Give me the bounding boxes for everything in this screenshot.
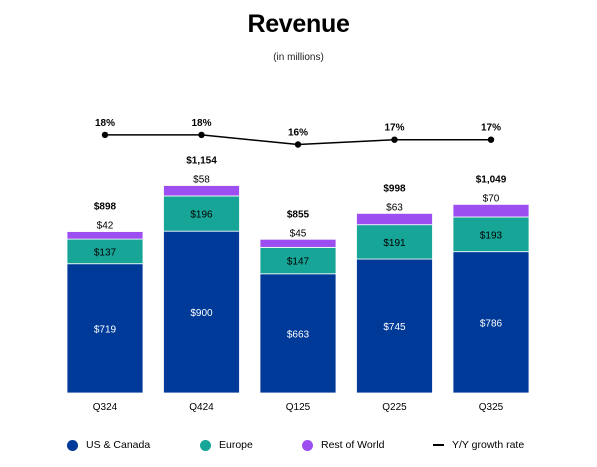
data-label-us-canada-q225: $745 <box>383 322 406 333</box>
category-label-q325: Q325 <box>479 402 504 413</box>
total-label-q125: $855 <box>287 209 310 220</box>
chart-legend: US & Canada Europe Rest of World Y/Y gro… <box>0 439 597 455</box>
bar-us-canada-q324 <box>66 263 144 394</box>
total-label-q225: $998 <box>383 183 406 194</box>
data-label-europe-q324: $137 <box>94 247 117 258</box>
data-label-rest-of-world-q324: $42 <box>97 221 114 232</box>
growth-point-q424 <box>198 131 205 139</box>
bar-us-canada-q325 <box>452 251 530 394</box>
bar-europe-q324 <box>66 238 144 265</box>
growth-point-q324 <box>101 131 109 139</box>
growth-label-q125: 16% <box>288 128 308 139</box>
data-label-us-canada-q324: $719 <box>94 324 117 335</box>
bar-rest-of-world-q125 <box>259 238 337 248</box>
growth-label-q324: 18% <box>95 118 115 129</box>
growth-point-q125 <box>294 141 302 148</box>
chart-title: Revenue <box>247 10 350 38</box>
legend-label-growth-rate: Y/Y growth rate <box>452 439 525 451</box>
bar-rest-of-world-q325 <box>452 203 530 218</box>
data-label-rest-of-world-q325: $70 <box>483 193 500 204</box>
category-label-q424: Q424 <box>189 402 214 413</box>
legend-item-growth-rate: Y/Y growth rate <box>433 439 524 451</box>
data-label-europe-q225: $191 <box>383 238 406 249</box>
legend-item-us-canada: US & Canada <box>67 439 150 451</box>
data-label-europe-q325: $193 <box>480 230 503 241</box>
data-label-us-canada-q325: $786 <box>480 318 503 329</box>
bar-europe-q325 <box>452 216 530 253</box>
growth-label-q225: 17% <box>384 123 404 134</box>
data-label-rest-of-world-q424: $58 <box>193 175 210 186</box>
growth-point-q225 <box>391 136 398 143</box>
legend-swatch-us-canada <box>67 439 78 451</box>
data-label-us-canada-q125: $663 <box>287 329 310 340</box>
total-label-q325: $1,049 <box>476 174 507 185</box>
growth-point-q325 <box>487 136 495 143</box>
total-label-q424: $1,154 <box>186 156 217 167</box>
bar-us-canada-q424 <box>163 230 240 394</box>
bar-rest-of-world-q424 <box>163 185 240 197</box>
legend-label-europe: Europe <box>219 439 253 451</box>
data-label-rest-of-world-q125: $45 <box>290 228 307 239</box>
category-label-q125: Q125 <box>286 402 311 413</box>
legend-item-europe: Europe <box>200 439 253 451</box>
legend-label-rest-of-world: Rest of World <box>321 439 385 451</box>
bar-us-canada-q225 <box>356 258 433 394</box>
data-label-rest-of-world-q225: $63 <box>386 202 403 213</box>
bar-europe-q225 <box>356 224 433 260</box>
growth-label-q325: 17% <box>481 123 501 134</box>
legend-label-us-canada: US & Canada <box>86 439 151 451</box>
legend-item-rest-of-world: Rest of World <box>302 439 384 451</box>
legend-swatch-rest-of-world <box>302 439 313 451</box>
category-label-q225: Q225 <box>382 402 407 413</box>
bar-rest-of-world-q225 <box>356 212 433 226</box>
category-label-q324: Q324 <box>93 402 118 413</box>
bar-rest-of-world-q324 <box>66 231 144 240</box>
chart-subtitle: (in millions) <box>273 52 324 63</box>
data-label-us-canada-q424: $900 <box>190 308 213 319</box>
total-label-q324: $898 <box>94 202 117 213</box>
legend-line-growth-rate <box>433 444 444 446</box>
data-label-europe-q125: $147 <box>287 257 310 268</box>
legend-swatch-europe <box>200 439 211 451</box>
data-label-europe-q424: $196 <box>190 210 213 221</box>
growth-label-q424: 18% <box>191 118 211 129</box>
